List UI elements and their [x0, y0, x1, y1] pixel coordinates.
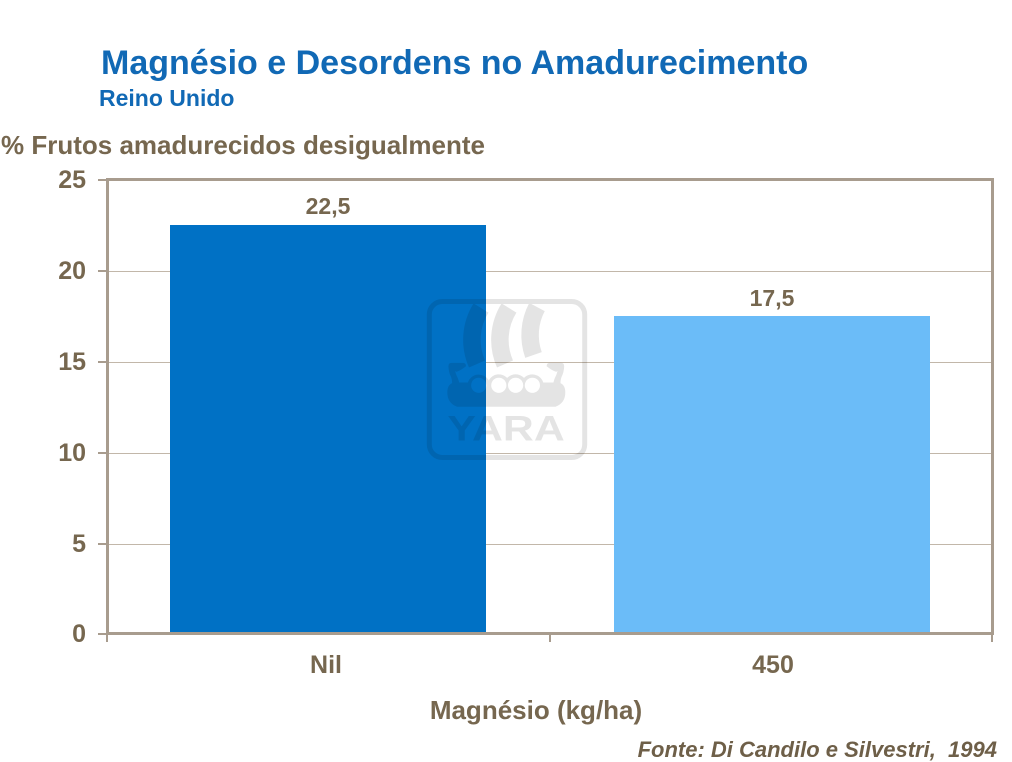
svg-text:YARA: YARA: [447, 409, 564, 448]
